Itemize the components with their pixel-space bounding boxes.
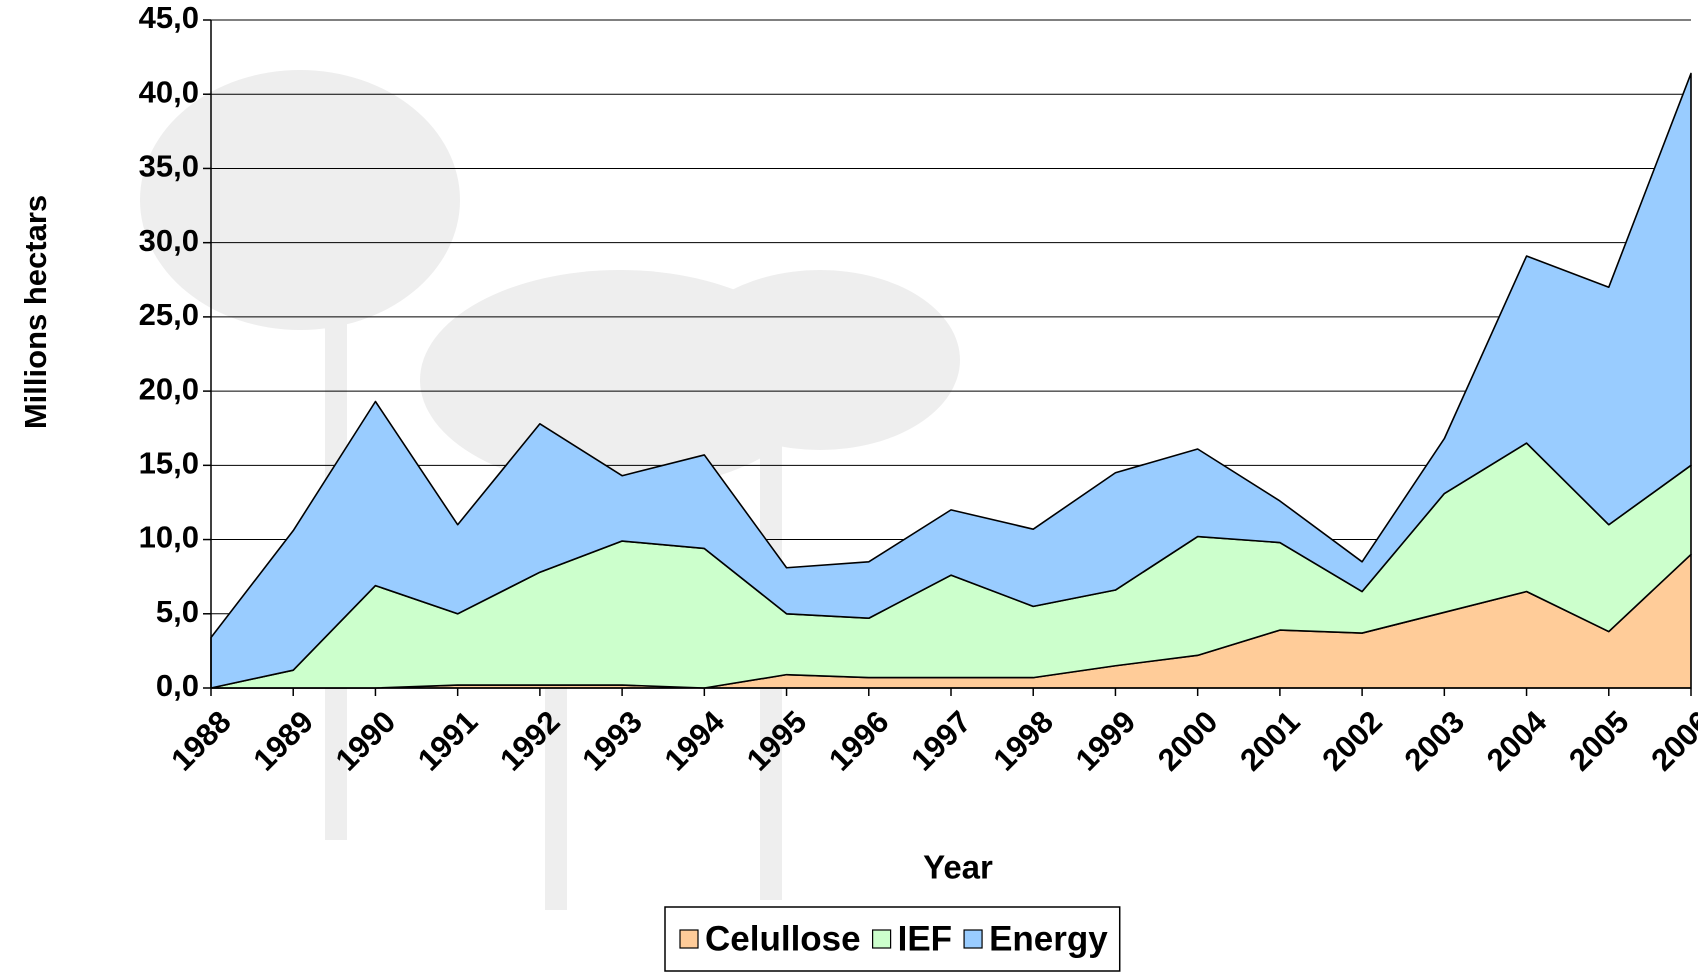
y-tick-label: 15,0 (139, 446, 199, 481)
x-tick-label: 2005 (1562, 704, 1636, 778)
y-tick-label: 35,0 (139, 149, 199, 184)
legend-label: Celullose (705, 919, 861, 958)
y-tick-label: 40,0 (139, 74, 199, 109)
y-tick-label: 25,0 (139, 297, 199, 332)
legend-label: IEF (898, 919, 952, 958)
x-tick-label: 2004 (1480, 704, 1554, 778)
legend-label: Energy (989, 919, 1108, 958)
x-tick-label: 1988 (164, 704, 238, 778)
x-tick-label: 1991 (411, 704, 485, 778)
x-tick-label: 1994 (658, 704, 732, 778)
x-tick-label: 2002 (1315, 704, 1389, 778)
x-tick-label: 1998 (986, 704, 1060, 778)
x-tick-label: 1999 (1069, 704, 1143, 778)
x-tick-label: 1996 (822, 704, 896, 778)
y-tick-label: 30,0 (139, 223, 199, 258)
legend: Celullose IEF Energy (664, 906, 1121, 972)
legend-swatch (872, 929, 892, 949)
y-axis-title: Millions hectars (18, 195, 53, 429)
y-tick-label: 20,0 (139, 371, 199, 406)
x-tick-label: 2006 (1644, 704, 1698, 778)
x-tick-label: 1997 (904, 704, 978, 778)
y-tick-label: 0,0 (156, 668, 199, 703)
legend-swatch (679, 929, 699, 949)
y-tick-label: 10,0 (139, 520, 199, 555)
x-axis-title: Year (923, 849, 993, 886)
x-tick-label: 2001 (1233, 704, 1307, 778)
legend-box (664, 906, 1121, 972)
legend-swatch (963, 929, 983, 949)
area (210, 72, 1692, 689)
x-tick-label: 1989 (246, 704, 320, 778)
x-tick-label: 2003 (1398, 704, 1472, 778)
y-tick-label: 45,0 (139, 0, 199, 35)
x-tick-label: 2000 (1151, 704, 1225, 778)
x-tick-label: 1993 (575, 704, 649, 778)
y-tick-label: 5,0 (156, 594, 199, 629)
